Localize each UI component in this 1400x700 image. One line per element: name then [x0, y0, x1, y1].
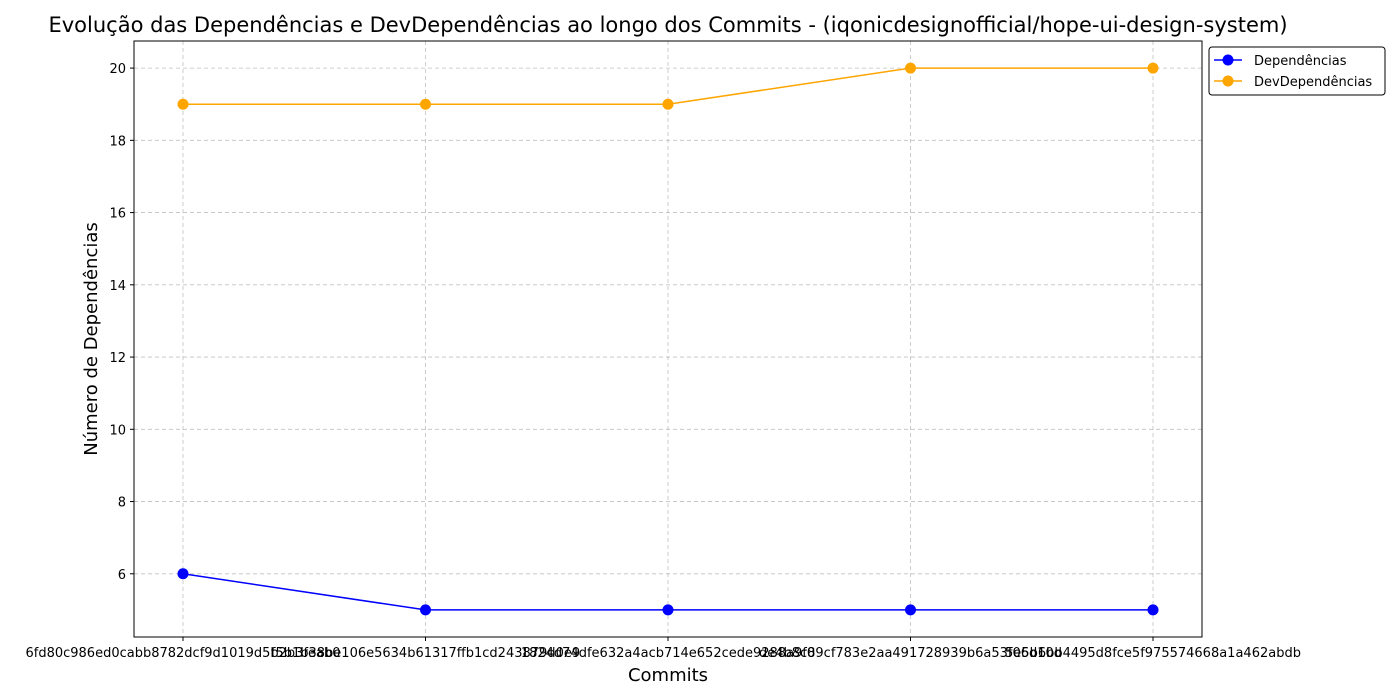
y-tick-label: 16 [109, 207, 126, 222]
data-point [177, 98, 189, 110]
y-tick-label: 10 [109, 423, 126, 438]
legend-marker-devdependencias [1222, 75, 1234, 87]
y-axis-ticks: 6 8 10 12 14 16 18 20 [109, 62, 134, 583]
legend-label-dependencias: Dependências [1254, 54, 1347, 69]
x-tick-label: de4b8c89cf783e2aa491728939b6a53f06d10d [759, 646, 1062, 661]
legend-label-devdependencias: DevDependências [1254, 75, 1372, 90]
series-markers [177, 62, 1159, 616]
data-point [905, 604, 916, 616]
data-point [1147, 62, 1159, 74]
grid [134, 41, 1202, 637]
data-point [177, 568, 189, 580]
y-tick-label: 8 [118, 496, 126, 511]
data-point [420, 98, 431, 110]
legend: Dependências DevDependências [1208, 46, 1386, 96]
y-tick-label: 14 [109, 279, 126, 294]
data-point [420, 604, 431, 616]
legend-marker-dependencias [1222, 54, 1234, 66]
legend-frame [1208, 46, 1386, 96]
x-axis-ticks: 6fd80c986ed0cabb8782dcf9d1019d5b2b3feab0… [25, 637, 1301, 661]
x-tick-label: 6fd80c986ed0cabb8782dcf9d1019d5b2b3feab0 [25, 646, 340, 661]
data-point [905, 62, 916, 74]
y-tick-label: 6 [118, 568, 126, 583]
y-tick-label: 18 [109, 134, 126, 149]
data-point [662, 604, 674, 616]
x-tick-label: f5b1b38be106e5634b61317ffb1cd243879d0e9 [271, 646, 580, 661]
x-tick-label: 1824d74dfe632a4acb714e652cede9288a9f0 [521, 646, 815, 661]
chart-title: Evolução das Dependências e DevDependênc… [48, 13, 1287, 37]
y-tick-label: 12 [109, 351, 126, 366]
x-axis-label: Commits [628, 665, 708, 686]
data-point [1147, 604, 1159, 616]
y-tick-label: 20 [109, 62, 126, 77]
x-tick-label: 5e5b6bb4495d8fce5f975574668a1a462abdb [1005, 646, 1301, 661]
data-point [662, 98, 674, 110]
y-axis-label: Número de Dependências [81, 222, 102, 456]
